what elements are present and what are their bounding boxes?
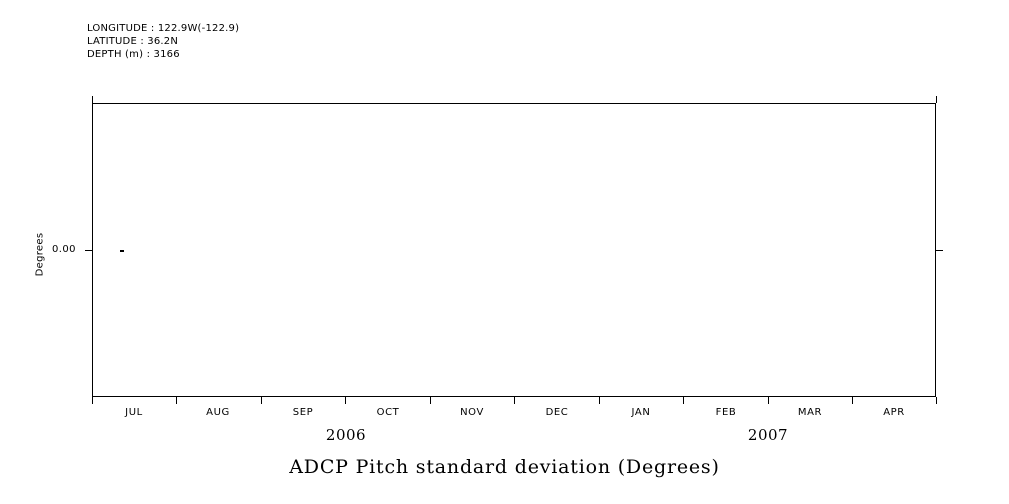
x-axis-tick-5 [514, 397, 515, 404]
y-axis-tick-label-zero: 0.00 [52, 244, 76, 255]
x-axis-label-apr: APR [883, 407, 905, 418]
plot-title: ADCP Pitch standard deviation (Degrees) [289, 456, 720, 478]
x-axis-label-jul: JUL [125, 407, 143, 418]
x-axis-label-dec: DEC [545, 407, 569, 418]
y-axis-tick-right-zero [936, 250, 943, 251]
x-axis-label-sep: SEP [292, 407, 314, 418]
x-axis-label-oct: OCT [376, 407, 400, 418]
x-axis-label-mar: MAR [797, 407, 823, 418]
plot-area [92, 103, 936, 397]
x-axis-tick-10 [936, 397, 937, 404]
station-metadata-block: LONGITUDE : 122.9W(-122.9) LATITUDE : 36… [87, 22, 239, 61]
year-label-2006: 2006 [325, 426, 367, 444]
x-axis-label-nov: NOV [460, 407, 484, 418]
longitude-line: LONGITUDE : 122.9W(-122.9) [87, 23, 240, 34]
x-axis-label-aug: AUG [206, 407, 230, 418]
x-axis-tick-4 [430, 397, 431, 404]
depth-line: DEPTH (m) : 3166 [87, 49, 180, 60]
axis-tick-top-right [936, 96, 937, 103]
x-axis-tick-3 [345, 397, 346, 404]
x-axis-tick-6 [599, 397, 600, 404]
data-point-marker [120, 250, 124, 252]
y-axis-tick-left-zero [85, 250, 92, 251]
x-axis-label-feb: FEB [715, 407, 737, 418]
y-axis-title: Degrees [34, 232, 46, 277]
year-label-2007: 2007 [747, 426, 789, 444]
x-axis-tick-9 [852, 397, 853, 404]
x-axis-tick-0 [92, 397, 93, 404]
x-axis-tick-1 [176, 397, 177, 404]
axis-tick-top-left [92, 96, 93, 103]
x-axis-label-jan: JAN [631, 407, 651, 418]
x-axis-tick-8 [768, 397, 769, 404]
x-axis-tick-7 [683, 397, 684, 404]
latitude-line: LATITUDE : 36.2N [87, 36, 179, 47]
x-axis-tick-2 [261, 397, 262, 404]
